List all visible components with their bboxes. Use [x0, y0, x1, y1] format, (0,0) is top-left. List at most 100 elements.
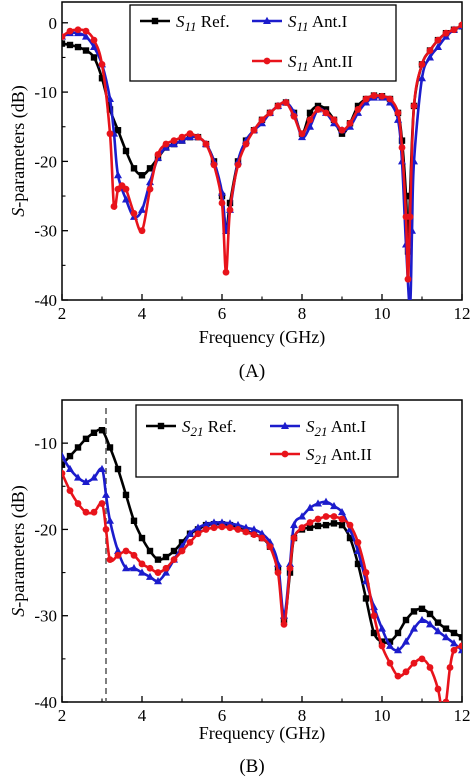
- data-point: [82, 435, 90, 443]
- data-point: [226, 206, 234, 214]
- data-point: [90, 36, 98, 44]
- legend-item: S11 Ant.I: [252, 12, 348, 34]
- data-point: [106, 444, 114, 451]
- legend-label: S11 Ant.II: [288, 52, 353, 74]
- data-point: [386, 95, 394, 103]
- data-point: [202, 140, 210, 148]
- data-point: [426, 664, 434, 671]
- data-point: [280, 620, 288, 628]
- data-point: [346, 119, 354, 127]
- data-point: [114, 171, 122, 179]
- data-point: [314, 522, 322, 530]
- data-point: [274, 569, 282, 576]
- data-point: [442, 698, 450, 702]
- data-point: [170, 556, 178, 564]
- data-point: [450, 26, 458, 34]
- x-tick-label: 8: [298, 706, 307, 725]
- y-tick-label: -40: [34, 291, 57, 310]
- data-point: [354, 560, 362, 568]
- data-point: [114, 127, 122, 134]
- data-point: [62, 469, 66, 477]
- data-point: [274, 102, 282, 110]
- data-point: [114, 465, 122, 473]
- data-point: [146, 165, 154, 172]
- data-point: [370, 629, 378, 637]
- data-point: [386, 659, 394, 667]
- data-point: [154, 569, 162, 576]
- data-point: [162, 140, 170, 148]
- y-tick-label: -20: [34, 152, 57, 171]
- data-point: [442, 29, 450, 37]
- data-point: [338, 126, 346, 134]
- data-point: [234, 520, 242, 529]
- data-point: [98, 427, 106, 434]
- data-point: [122, 564, 130, 572]
- x-axis-title: Frequency (GHz): [199, 723, 325, 744]
- data-point: [330, 501, 338, 510]
- data-point: [222, 268, 230, 276]
- data-point: [74, 43, 82, 51]
- data-point: [130, 551, 138, 559]
- data-point: [170, 137, 178, 145]
- data-point: [250, 531, 258, 539]
- data-point: [346, 534, 354, 542]
- data-point: [102, 526, 110, 533]
- data-point: [418, 60, 426, 68]
- data-point: [62, 451, 66, 460]
- data-point: [82, 508, 90, 516]
- data-point: [266, 543, 274, 551]
- data-point: [250, 525, 258, 533]
- data-point: [306, 524, 314, 531]
- legend-item: S21 Ant.II: [270, 445, 372, 467]
- data-point: [418, 605, 426, 613]
- data-point: [210, 518, 218, 526]
- x-tick-label: 12: [454, 706, 471, 725]
- data-point: [210, 161, 218, 169]
- data-point: [194, 523, 202, 531]
- legend-item: S21 Ant.I: [270, 417, 367, 439]
- legend-item: S11 Ant.II: [252, 52, 353, 74]
- axis-ticks: 2 4 6 8 10 12 -10 -20 -30 -40: [34, 434, 470, 725]
- data-point: [290, 112, 298, 120]
- data-point: [66, 487, 74, 494]
- data-point: [106, 106, 114, 113]
- data-point: [90, 54, 98, 61]
- data-point: [286, 564, 294, 572]
- data-point: [186, 529, 194, 537]
- data-point: [434, 42, 442, 51]
- data-point: [410, 608, 418, 615]
- data-point: [74, 26, 82, 34]
- data-point: [402, 668, 410, 676]
- data-point: [90, 42, 98, 51]
- data-point: [66, 464, 74, 473]
- data-point: [370, 612, 378, 620]
- data-point: [306, 519, 314, 526]
- data-point: [178, 133, 186, 141]
- data-point: [130, 564, 138, 572]
- data-point: [418, 74, 426, 82]
- data-point: [330, 513, 338, 520]
- data-point: [154, 151, 162, 158]
- data-point: [122, 491, 130, 499]
- data-point: [90, 473, 98, 481]
- data-point: [306, 503, 314, 511]
- data-point: [410, 102, 418, 110]
- data-point: [62, 40, 66, 47]
- legend-marker: [157, 422, 165, 430]
- data-point: [146, 564, 154, 572]
- data-point: [218, 199, 226, 207]
- data-point: [354, 538, 362, 546]
- data-point: [354, 106, 362, 113]
- legend-item: S21 Ref.: [146, 417, 237, 439]
- x-tick-label: 2: [58, 304, 67, 323]
- data-point: [410, 659, 418, 667]
- legend-label: S11 Ref.: [176, 12, 230, 34]
- data-point: [450, 646, 458, 654]
- data-point: [122, 185, 130, 193]
- data-point: [378, 638, 386, 645]
- data-point: [202, 526, 210, 533]
- y-tick-label: -40: [34, 693, 57, 712]
- data-point: [242, 523, 250, 531]
- data-point: [178, 539, 186, 546]
- data-point: [242, 528, 250, 536]
